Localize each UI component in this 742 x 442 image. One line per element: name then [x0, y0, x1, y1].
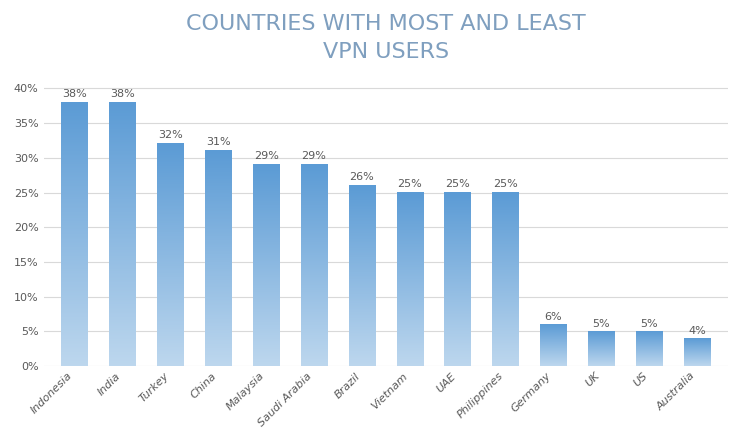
Text: 6%: 6% — [545, 312, 562, 322]
Text: 25%: 25% — [493, 179, 518, 189]
Text: 32%: 32% — [158, 130, 183, 141]
Text: 25%: 25% — [445, 179, 470, 189]
Text: 4%: 4% — [688, 326, 706, 336]
Text: 5%: 5% — [592, 319, 610, 329]
Title: COUNTRIES WITH MOST AND LEAST
VPN USERS: COUNTRIES WITH MOST AND LEAST VPN USERS — [186, 14, 585, 62]
Text: 38%: 38% — [62, 89, 87, 99]
Text: 38%: 38% — [110, 89, 135, 99]
Text: 31%: 31% — [206, 137, 231, 148]
Text: 25%: 25% — [398, 179, 422, 189]
Text: 5%: 5% — [640, 319, 658, 329]
Text: 29%: 29% — [254, 151, 278, 161]
Text: 29%: 29% — [301, 151, 326, 161]
Text: 26%: 26% — [349, 172, 374, 182]
